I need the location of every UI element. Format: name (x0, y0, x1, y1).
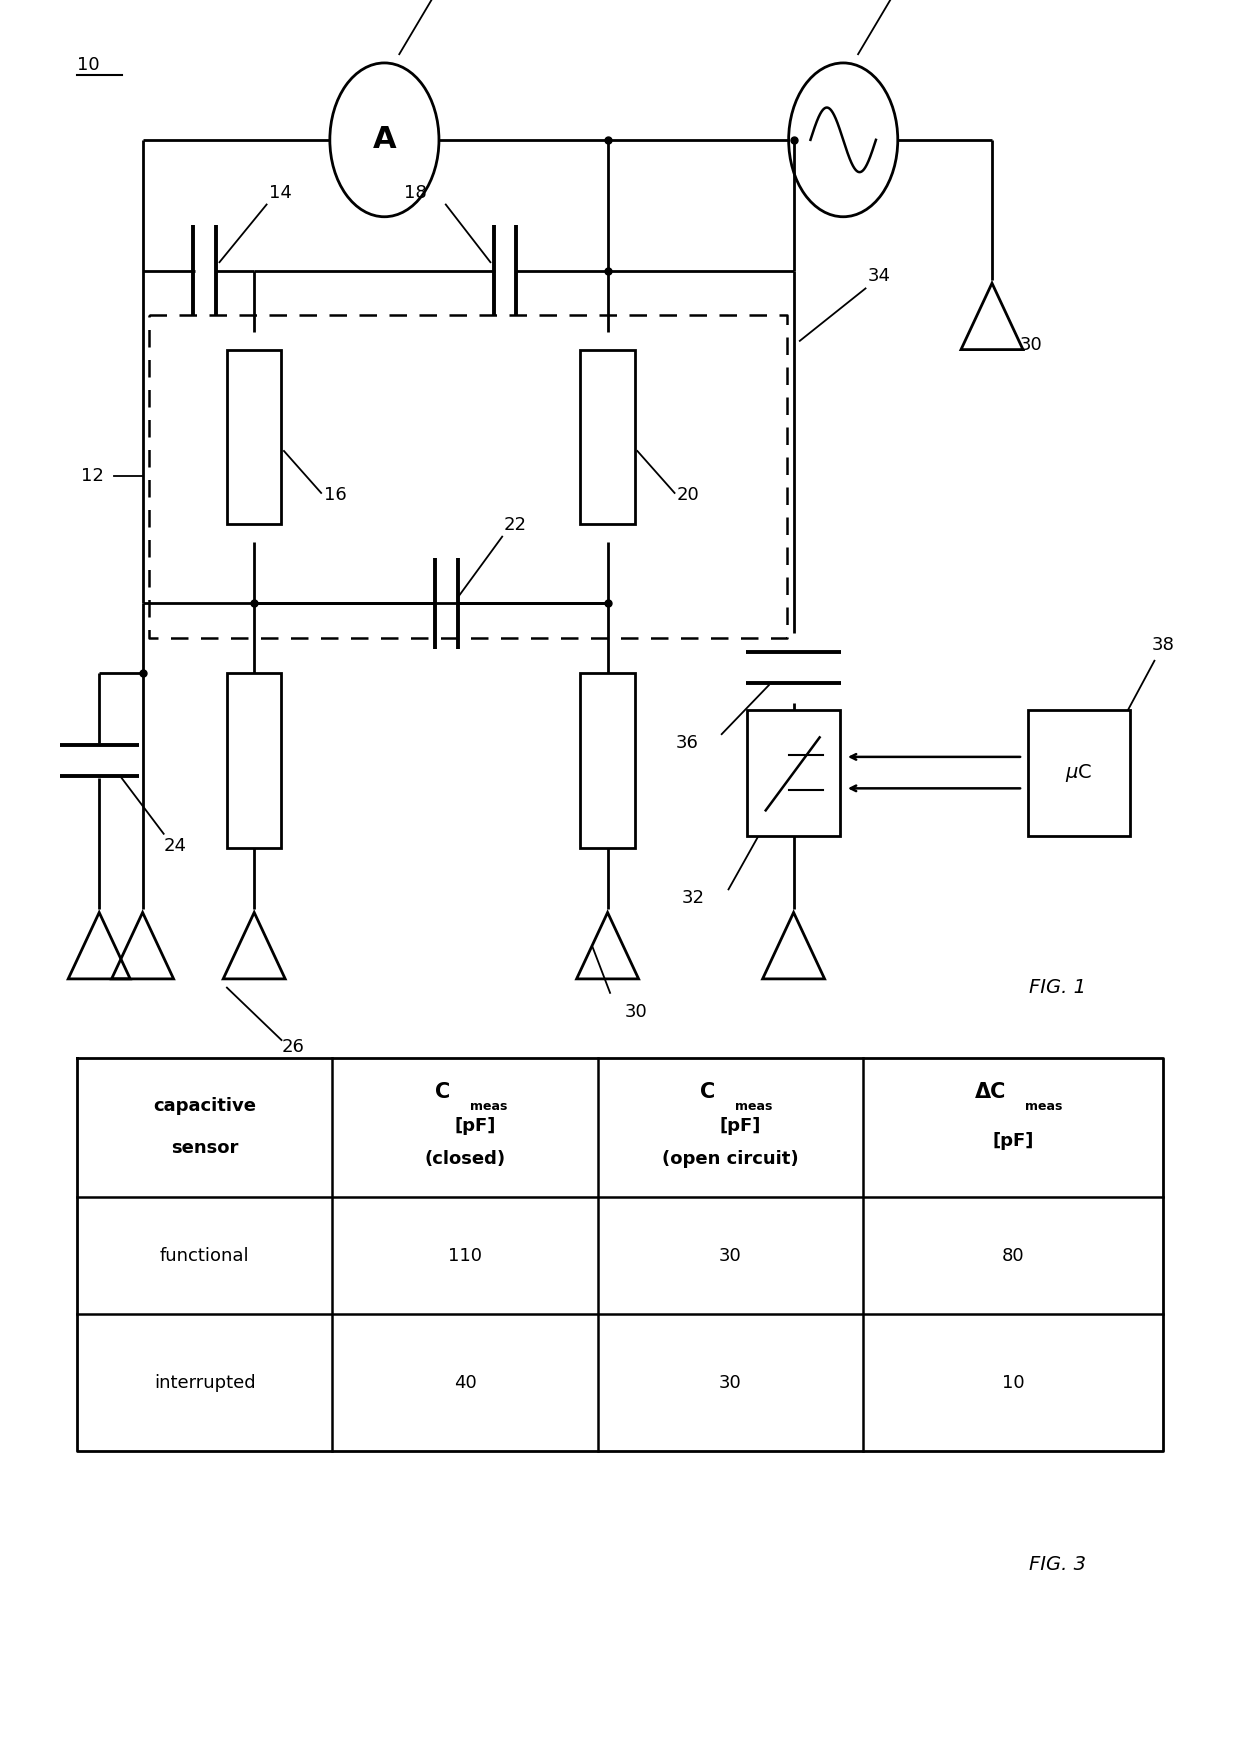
Text: 30: 30 (719, 1246, 742, 1266)
Bar (227, 350, 281, 524)
Text: 22: 22 (503, 516, 527, 533)
Text: C: C (435, 1082, 450, 1103)
Text: 18: 18 (403, 184, 427, 201)
Text: 30: 30 (625, 1003, 647, 1021)
Text: 110: 110 (448, 1246, 482, 1266)
Text: meas: meas (1025, 1099, 1063, 1113)
Text: $\mu$C: $\mu$C (1065, 762, 1092, 783)
Text: 80: 80 (1002, 1246, 1024, 1266)
Text: 32: 32 (682, 890, 704, 907)
Text: [pF]: [pF] (992, 1133, 1034, 1150)
Text: 10: 10 (77, 56, 99, 73)
Text: FIG. 1: FIG. 1 (1029, 979, 1086, 996)
Text: meas: meas (735, 1099, 773, 1113)
Text: 36: 36 (676, 734, 698, 752)
Text: 12: 12 (81, 467, 103, 486)
Bar (746, 710, 839, 836)
Text: (open circuit): (open circuit) (662, 1150, 799, 1168)
Text: [pF]: [pF] (454, 1117, 496, 1134)
Text: 30: 30 (1019, 336, 1042, 353)
Text: 16: 16 (324, 486, 346, 503)
Text: interrupted: interrupted (154, 1374, 255, 1391)
Text: FIG. 3: FIG. 3 (1029, 1556, 1086, 1573)
Text: capacitive: capacitive (153, 1098, 257, 1115)
Text: ΔC: ΔC (975, 1082, 1007, 1103)
Text: (closed): (closed) (424, 1150, 506, 1168)
Text: 38: 38 (1152, 636, 1174, 654)
Text: 30: 30 (719, 1374, 742, 1391)
Text: 40: 40 (454, 1374, 476, 1391)
Bar (227, 673, 281, 848)
Text: 10: 10 (1002, 1374, 1024, 1391)
Text: C: C (701, 1082, 715, 1103)
Text: 34: 34 (868, 267, 892, 285)
Text: meas: meas (470, 1099, 507, 1113)
Text: [pF]: [pF] (719, 1117, 761, 1134)
Text: 26: 26 (281, 1038, 304, 1056)
Text: 20: 20 (677, 486, 699, 503)
Bar (1028, 710, 1130, 836)
Text: 24: 24 (164, 837, 187, 855)
Bar (580, 673, 635, 848)
Text: A: A (372, 126, 397, 154)
Text: functional: functional (160, 1246, 249, 1266)
Text: sensor: sensor (171, 1140, 238, 1157)
Text: 14: 14 (269, 184, 291, 201)
Bar (580, 350, 635, 524)
